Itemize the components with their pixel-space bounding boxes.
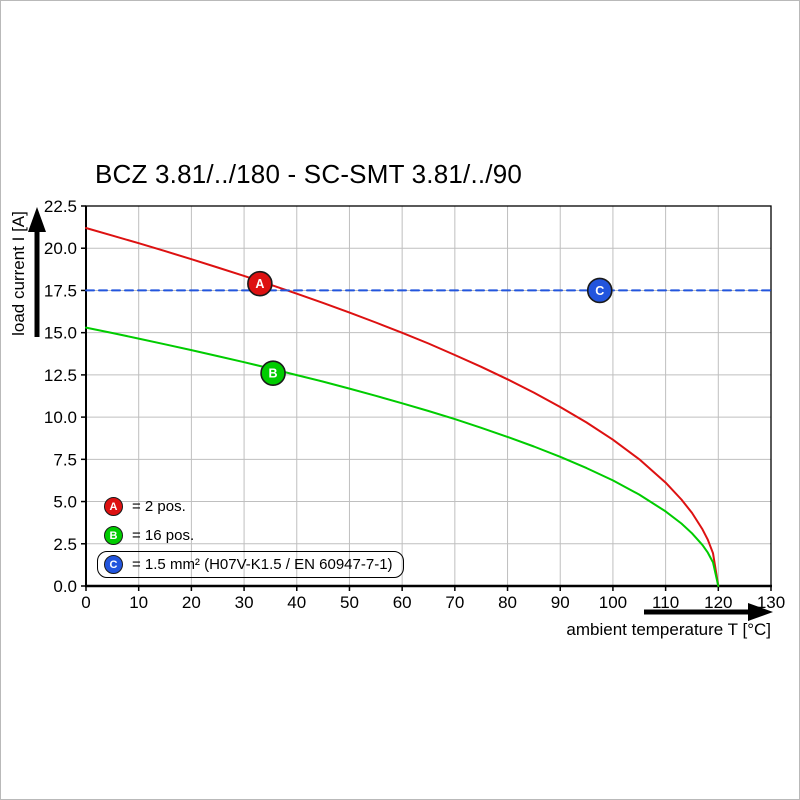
y-tick-label: 0.0 <box>53 577 77 596</box>
y-tick-label: 2.5 <box>53 535 77 554</box>
chart-title: BCZ 3.81/../180 - SC-SMT 3.81/../90 <box>95 159 523 189</box>
curve-a <box>85 227 720 587</box>
legend-item-b-label: = 16 pos. <box>132 527 195 544</box>
chart-legend: A = 2 pos. B = 16 pos. C = 1.5 mm² (H07V… <box>97 493 404 578</box>
marker-b-icon <box>260 360 286 387</box>
y-tick-label: 17.5 <box>44 281 77 300</box>
x-tick-label: 90 <box>551 593 570 612</box>
y-tick-label: 20.0 <box>44 239 77 258</box>
legend-marker-b-icon: B <box>104 526 123 545</box>
x-tick-label: 40 <box>287 593 306 612</box>
legend-item-a: A = 2 pos. <box>97 493 197 520</box>
legend-item-c: C = 1.5 mm² (H07V-K1.5 / EN 60947-7-1) <box>97 551 404 578</box>
marker-a-letter: A <box>255 277 264 291</box>
y-tick-label: 22.5 <box>44 197 77 216</box>
x-tick-label: 100 <box>599 593 627 612</box>
marker-b-letter: B <box>269 367 278 381</box>
y-tick-label: 15.0 <box>44 324 77 343</box>
x-axis-label: ambient temperature T [°C] <box>566 620 771 639</box>
x-tick-label: 20 <box>182 593 201 612</box>
y-tick-label: 10.0 <box>44 408 77 427</box>
marker-c-letter: C <box>595 284 604 298</box>
x-tick-label: 80 <box>498 593 517 612</box>
legend-item-c-label: = 1.5 mm² (H07V-K1.5 / EN 60947-7-1) <box>132 556 393 573</box>
x-tick-label: 130 <box>757 593 785 612</box>
y-tick-label: 5.0 <box>53 493 77 512</box>
x-tick-label: 70 <box>445 593 464 612</box>
y-tick-label: 12.5 <box>44 366 77 385</box>
x-tick-label: 10 <box>129 593 148 612</box>
legend-item-b: B = 16 pos. <box>97 522 205 549</box>
x-tick-label: 0 <box>81 593 90 612</box>
y-axis-arrow-head <box>28 207 46 232</box>
legend-item-a-label: = 2 pos. <box>132 498 186 515</box>
x-tick-label: 120 <box>704 593 732 612</box>
y-tick-label: 7.5 <box>53 450 77 469</box>
x-tick-label: 30 <box>235 593 254 612</box>
x-tick-label: 110 <box>652 593 679 612</box>
x-axis-arrow-head <box>748 603 773 621</box>
legend-marker-c-icon: C <box>104 555 123 574</box>
x-tick-label: 60 <box>393 593 412 612</box>
legend-marker-a-icon: A <box>104 497 123 516</box>
x-tick-label: 50 <box>340 593 359 612</box>
marker-c-icon <box>586 277 613 304</box>
marker-a-icon <box>247 270 273 297</box>
curve-b <box>85 326 720 587</box>
